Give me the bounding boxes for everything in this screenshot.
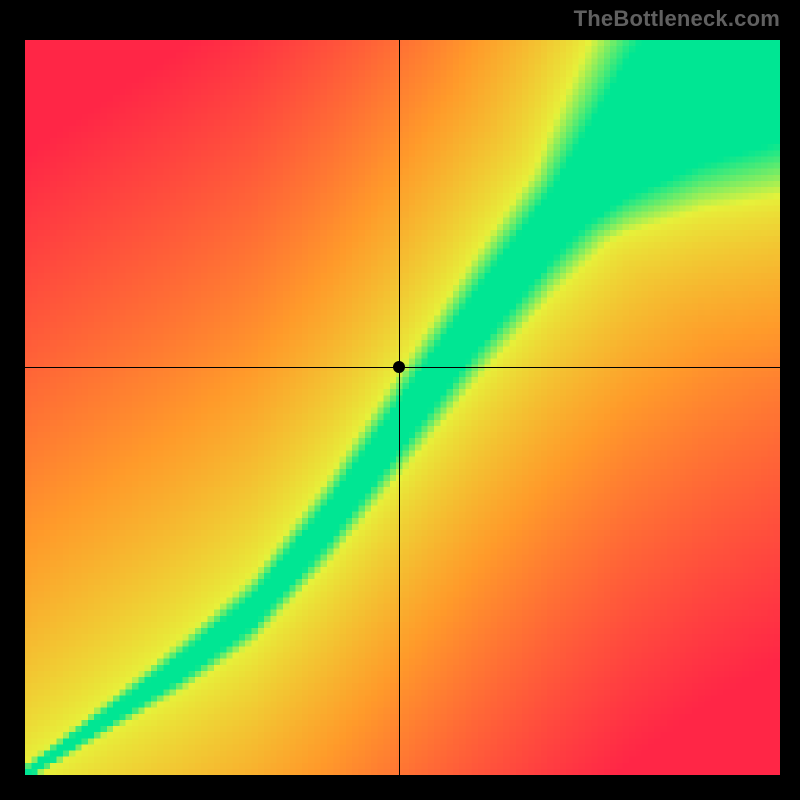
heatmap-canvas [25,40,780,775]
heatmap-plot [25,40,780,775]
chart-container: TheBottleneck.com [0,0,800,800]
attribution-text: TheBottleneck.com [574,6,780,32]
